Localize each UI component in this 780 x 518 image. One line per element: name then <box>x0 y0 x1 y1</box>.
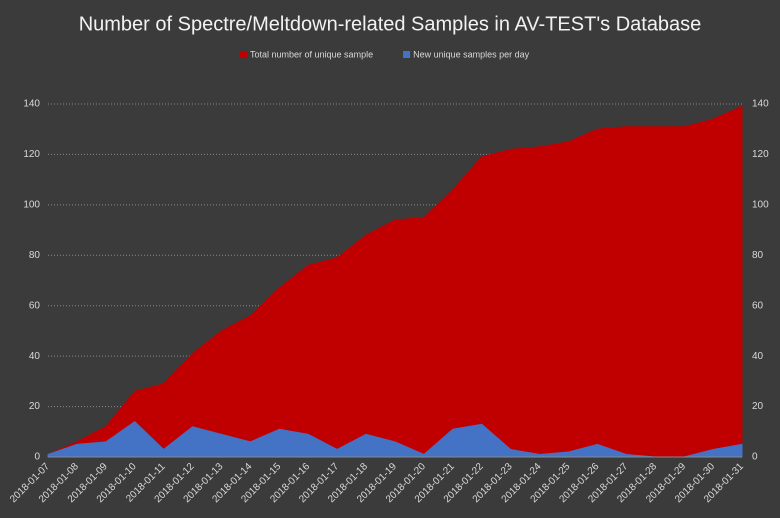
y-tick-label: 80 <box>29 250 41 261</box>
y2-tick-label: 120 <box>752 149 769 160</box>
y-tick-label: 20 <box>29 401 41 412</box>
y-tick-label: 0 <box>34 452 40 463</box>
legend-label: Total number of unique sample <box>250 49 373 59</box>
legend-swatch <box>240 51 247 58</box>
chart-title: Number of Spectre/Meltdown-related Sampl… <box>79 13 702 35</box>
y2-tick-label: 140 <box>752 99 769 110</box>
area <box>47 105 743 458</box>
y-tick-label: 100 <box>23 199 40 210</box>
y-tick-label: 120 <box>23 149 40 160</box>
legend-label: New unique samples per day <box>413 49 530 59</box>
y-tick-label: 60 <box>29 300 41 311</box>
y2-tick-label: 20 <box>752 401 764 412</box>
y2-tick-label: 80 <box>752 250 764 261</box>
y2-tick-label: 40 <box>752 351 764 362</box>
y-tick-label: 140 <box>23 99 40 110</box>
legend-swatch <box>403 51 411 58</box>
y2-tick-label: 0 <box>752 452 758 463</box>
y2-tick-label: 60 <box>752 300 764 311</box>
y-tick-label: 40 <box>29 351 41 362</box>
y2-tick-label: 100 <box>752 199 769 210</box>
